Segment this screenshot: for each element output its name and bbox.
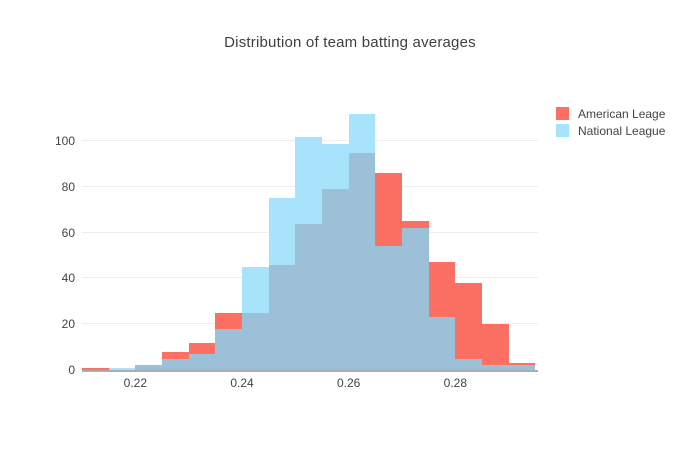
y-tick-label: 60: [61, 225, 75, 240]
histogram-bar-national[interactable]: [322, 143, 349, 190]
legend-swatch-icon: [556, 124, 569, 137]
legend-label: National League: [578, 123, 666, 138]
histogram-bar-overlap-segment[interactable]: [348, 152, 376, 370]
histogram-bar-overlap-segment[interactable]: [162, 358, 189, 370]
histogram-bar-overlap-segment[interactable]: [215, 328, 242, 370]
histogram-bar-overlap-segment[interactable]: [135, 365, 162, 370]
x-tick-label: 0.22: [123, 376, 147, 390]
y-tick-label: 40: [61, 271, 75, 286]
x-axis-line: [82, 370, 538, 372]
y-tick-label: 20: [61, 317, 75, 332]
chart-title: Distribution of team batting averages: [224, 34, 476, 51]
histogram-bar-overlap-segment[interactable]: [428, 317, 456, 370]
histogram-bar-american[interactable]: [482, 324, 509, 366]
plot-area: [82, 100, 538, 372]
histogram-bar-overlap-segment[interactable]: [402, 228, 429, 370]
histogram-bar-american[interactable]: [508, 363, 536, 366]
histogram-bar-american[interactable]: [215, 312, 242, 329]
y-tick-label: 100: [54, 134, 75, 149]
histogram-bar-overlap-segment[interactable]: [322, 189, 349, 370]
histogram-bar-overlap-segment[interactable]: [295, 223, 322, 370]
histogram-bar-overlap-segment[interactable]: [482, 365, 509, 370]
y-tick-label: 0: [68, 363, 75, 377]
histogram-bar-american[interactable]: [375, 173, 402, 247]
histogram-bar-overlap-segment[interactable]: [375, 246, 402, 370]
histogram-bar-overlap-segment[interactable]: [508, 365, 536, 370]
y-tick-label: 80: [61, 179, 75, 194]
legend-item-american-league[interactable]: American Leage: [556, 105, 665, 122]
legend-item-national-league[interactable]: National League: [556, 122, 665, 139]
histogram-bar-overlap-segment[interactable]: [188, 353, 216, 370]
x-tick-label: 0.26: [336, 376, 361, 390]
histogram-bar-national[interactable]: [242, 267, 269, 313]
histogram-bar-american[interactable]: [82, 367, 109, 370]
histogram-bar-overlap-segment[interactable]: [242, 312, 269, 370]
legend: American Leage National League: [556, 105, 665, 139]
histogram-bar-overlap-segment[interactable]: [455, 358, 482, 370]
histogram-bar-american[interactable]: [188, 342, 216, 354]
histogram-bar-national[interactable]: [348, 113, 376, 153]
histogram-bar-american[interactable]: [455, 283, 482, 359]
histogram-bar-american[interactable]: [428, 262, 456, 318]
legend-swatch-icon: [556, 107, 569, 120]
x-tick-label: 0.28: [443, 376, 467, 390]
x-tick-label: 0.24: [230, 376, 254, 390]
histogram-bar-american[interactable]: [162, 351, 189, 359]
histogram-bar-overlap-segment[interactable]: [268, 264, 296, 370]
legend-label: American Leage: [578, 106, 666, 121]
histogram-bar-national[interactable]: [108, 367, 136, 370]
histogram-bar-national[interactable]: [268, 198, 296, 265]
histogram-bar-american[interactable]: [402, 221, 429, 229]
histogram-bar-national[interactable]: [295, 136, 322, 224]
